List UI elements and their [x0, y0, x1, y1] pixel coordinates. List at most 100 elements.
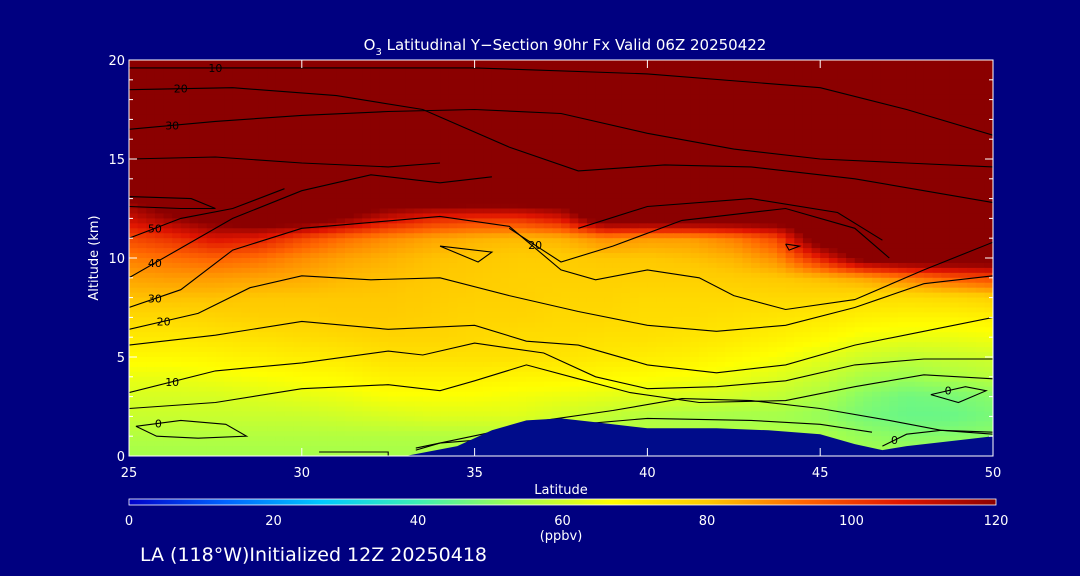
heatmap-cell [880, 218, 890, 224]
heatmap-cell [509, 168, 519, 175]
heatmap-cell [129, 119, 139, 125]
heatmap-cell [509, 193, 519, 200]
heatmap-cell [353, 159, 363, 165]
heatmap-cell [422, 149, 432, 155]
heatmap-cell [422, 258, 432, 264]
heatmap-cell [146, 119, 156, 125]
heatmap-cell [967, 188, 977, 195]
heatmap-cell [224, 159, 234, 165]
heatmap-cell [872, 64, 882, 71]
heatmap-cell [215, 253, 225, 259]
heatmap-cell [681, 104, 692, 111]
heatmap-cell [664, 149, 674, 155]
heatmap-cell [491, 64, 502, 71]
heatmap-cell [690, 104, 700, 111]
heatmap-cell [949, 119, 960, 125]
heatmap-cell [638, 243, 648, 249]
heatmap-cell [379, 124, 389, 130]
heatmap-cell [802, 277, 813, 284]
heatmap-cell [664, 154, 674, 160]
heatmap-cell [224, 124, 234, 130]
heatmap-cell [638, 134, 648, 140]
heatmap-cell [647, 193, 657, 200]
heatmap-cell [189, 233, 199, 239]
heatmap-cell [880, 129, 890, 135]
heatmap-cell [595, 287, 605, 294]
heatmap-cell [794, 178, 804, 185]
heatmap-cell [422, 213, 432, 219]
heatmap-cell [699, 243, 709, 249]
heatmap-cell [699, 218, 709, 224]
heatmap-cell [578, 267, 588, 274]
heatmap-cell [146, 233, 156, 239]
heatmap-cell [180, 253, 191, 259]
heatmap-cell [621, 173, 631, 180]
heatmap-cell [872, 292, 882, 299]
heatmap-cell [483, 262, 493, 269]
heatmap-cell [206, 233, 216, 239]
heatmap-cell [647, 114, 657, 120]
heatmap-cell [673, 277, 683, 284]
heatmap-cell [586, 109, 597, 116]
heatmap-cell [241, 282, 251, 289]
heatmap-cell [630, 89, 640, 96]
heatmap-cell [794, 64, 804, 71]
heatmap-cell [578, 287, 588, 294]
heatmap-cell [630, 272, 640, 279]
heatmap-cell [906, 267, 916, 274]
heatmap-cell [630, 302, 640, 309]
heatmap-cell [647, 134, 657, 140]
heatmap-cell [310, 139, 320, 145]
heatmap-cell [612, 74, 623, 81]
heatmap-cell [129, 208, 139, 215]
heatmap-cell [569, 198, 579, 205]
heatmap-cell [163, 109, 173, 116]
heatmap-cell [146, 282, 156, 289]
heatmap-cell [777, 64, 787, 71]
heatmap-cell [370, 198, 381, 205]
heatmap-cell [569, 94, 579, 101]
heatmap-cell [906, 114, 916, 120]
heatmap-cell [630, 104, 640, 111]
heatmap-cell [258, 104, 268, 111]
heatmap-cell [241, 74, 251, 81]
heatmap-cell [820, 203, 830, 210]
heatmap-cell [915, 144, 925, 150]
heatmap-cell [785, 79, 795, 86]
heatmap-cell [604, 218, 614, 224]
heatmap-cell [405, 297, 415, 304]
heatmap-cell [569, 173, 579, 180]
heatmap-cell [880, 149, 890, 155]
heatmap-cell [595, 292, 605, 299]
heatmap-cell [673, 208, 683, 215]
heatmap-cell [319, 282, 329, 289]
heatmap-cell [146, 134, 156, 140]
heatmap-cell [578, 89, 588, 96]
heatmap-cell [206, 287, 216, 294]
heatmap-cell [949, 69, 960, 76]
heatmap-cell [172, 134, 182, 140]
heatmap-cell [949, 188, 960, 195]
heatmap-cell [751, 203, 761, 210]
heatmap-cell [820, 238, 830, 244]
heatmap-cell [604, 253, 614, 259]
heatmap-cell [673, 134, 683, 140]
heatmap-cell [846, 258, 856, 264]
heatmap-cell [837, 69, 847, 76]
heatmap-cell [396, 193, 407, 200]
heatmap-cell [794, 134, 804, 140]
heatmap-cell [958, 154, 968, 160]
heatmap-cell [604, 89, 614, 96]
heatmap-cell [258, 292, 268, 299]
heatmap-cell [984, 258, 993, 264]
heatmap-cell [630, 277, 640, 284]
heatmap-cell [483, 109, 493, 116]
heatmap-cell [249, 104, 260, 111]
heatmap-cell [474, 223, 484, 229]
heatmap-cell [880, 193, 890, 200]
heatmap-cell [569, 154, 579, 160]
heatmap-cell [958, 114, 968, 120]
heatmap-cell [448, 262, 458, 269]
heatmap-cell [690, 213, 700, 219]
heatmap-cell [284, 129, 294, 135]
